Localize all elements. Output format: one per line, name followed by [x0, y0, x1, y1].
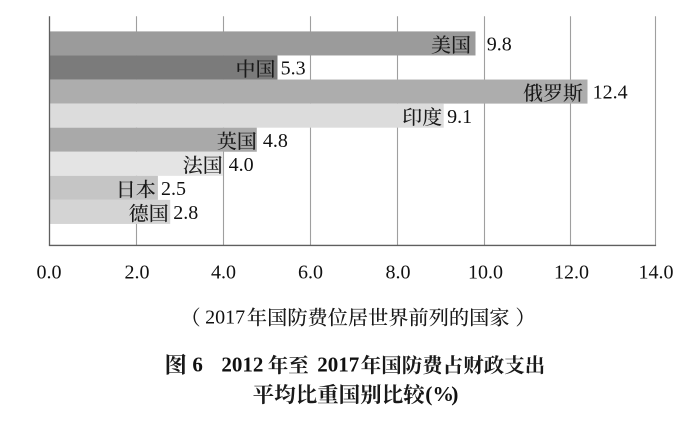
svg-text:6: 6 — [192, 352, 203, 376]
svg-text:0.0: 0.0 — [37, 261, 62, 283]
svg-text:12.0: 12.0 — [554, 261, 589, 283]
svg-text:2012: 2012 — [221, 352, 263, 376]
svg-text:2.5: 2.5 — [161, 178, 186, 200]
svg-text:10.0: 10.0 — [468, 261, 503, 283]
svg-text:12.4: 12.4 — [593, 82, 628, 104]
svg-text:(%: (% — [425, 382, 454, 406]
svg-text:9.8: 9.8 — [487, 34, 512, 56]
svg-text:14.0: 14.0 — [639, 261, 674, 283]
svg-text:9.1: 9.1 — [447, 106, 472, 128]
svg-text:4.8: 4.8 — [263, 130, 288, 152]
svg-text:2017: 2017 — [205, 307, 245, 329]
svg-text:2.8: 2.8 — [173, 202, 198, 224]
svg-text:2017: 2017 — [317, 352, 359, 376]
svg-text:4.0: 4.0 — [229, 154, 254, 176]
svg-text:6.0: 6.0 — [298, 261, 323, 283]
svg-text:5.3: 5.3 — [281, 58, 306, 80]
svg-text:4.0: 4.0 — [211, 261, 236, 283]
svg-text:): ) — [451, 382, 458, 406]
svg-text:8.0: 8.0 — [386, 261, 411, 283]
svg-text:2.0: 2.0 — [125, 261, 150, 283]
